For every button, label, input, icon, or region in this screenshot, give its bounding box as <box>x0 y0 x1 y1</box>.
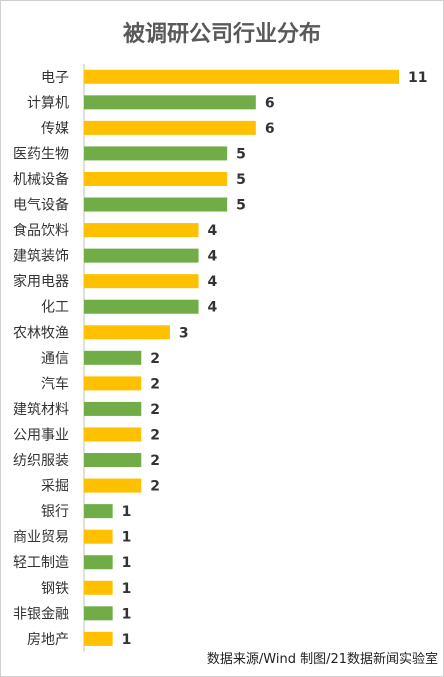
bar <box>84 223 199 238</box>
category-label: 医药生物 <box>13 146 69 162</box>
bar <box>84 580 113 595</box>
bar <box>84 606 113 621</box>
value-label: 2 <box>150 453 160 469</box>
value-label: 4 <box>208 300 218 316</box>
bar <box>84 376 142 391</box>
category-label: 非银金融 <box>13 606 69 622</box>
bar <box>84 631 113 646</box>
value-label: 4 <box>208 223 218 239</box>
value-label: 1 <box>122 555 132 571</box>
category-label: 计算机 <box>27 95 69 111</box>
category-label: 食品饮料 <box>13 222 69 239</box>
category-label: 电气设备 <box>13 197 69 214</box>
bar <box>84 299 199 314</box>
value-label: 3 <box>179 325 189 341</box>
bar <box>84 325 170 340</box>
bar <box>84 453 142 468</box>
bar <box>84 197 228 212</box>
bar <box>84 350 142 365</box>
value-label: 4 <box>208 274 218 290</box>
bar <box>84 69 399 84</box>
category-label: 纺织服装 <box>13 453 69 469</box>
category-label: 传媒 <box>41 121 69 137</box>
value-label: 5 <box>236 146 246 162</box>
category-label: 化工 <box>41 300 69 316</box>
category-label: 建筑装饰 <box>13 249 69 265</box>
bar <box>84 248 199 263</box>
category-label: 家用电器 <box>13 273 69 290</box>
bar <box>84 504 113 519</box>
category-label: 轻工制造 <box>13 555 69 571</box>
value-label: 1 <box>122 530 132 546</box>
category-label: 电子 <box>41 70 69 86</box>
category-label: 采掘 <box>41 479 69 495</box>
category-label: 钢铁 <box>41 581 69 597</box>
category-label: 农林牧渔 <box>13 325 69 341</box>
category-label: 公用事业 <box>13 427 69 443</box>
category-label: 通信 <box>41 351 69 367</box>
value-label: 6 <box>265 121 275 137</box>
bar <box>84 427 142 442</box>
chart-title: 被调研公司行业分布 <box>122 22 321 47</box>
value-label: 1 <box>122 606 132 622</box>
value-label: 4 <box>208 249 218 265</box>
value-label: 5 <box>236 198 246 214</box>
value-label: 6 <box>265 95 275 111</box>
bar <box>84 401 142 416</box>
category-label: 建筑材料 <box>13 402 69 418</box>
category-label: 房地产 <box>27 632 69 648</box>
bar <box>84 555 113 570</box>
value-label: 5 <box>236 172 246 188</box>
value-label: 1 <box>122 504 132 520</box>
value-label: 11 <box>408 70 427 86</box>
category-label: 汽车 <box>41 375 69 392</box>
value-label: 1 <box>122 632 132 648</box>
bar <box>84 95 256 110</box>
value-label: 2 <box>150 376 160 392</box>
category-labels: 电子计算机传媒医药生物机械设备电气设备食品饮料建筑装饰家用电器化工农林牧渔通信汽… <box>13 70 69 648</box>
bar <box>84 120 256 135</box>
value-label: 2 <box>150 427 160 443</box>
category-label: 银行 <box>41 504 69 520</box>
bar <box>84 478 142 493</box>
source-note: 数据来源/Wind 制图/21数据新闻实验室 <box>206 652 438 667</box>
bar <box>84 171 228 186</box>
value-label: 2 <box>150 402 160 418</box>
category-label: 商业贸易 <box>13 530 69 546</box>
value-label: 2 <box>150 351 160 367</box>
bar <box>84 146 228 161</box>
category-label: 机械设备 <box>13 171 69 188</box>
value-label: 1 <box>122 581 132 597</box>
value-label: 2 <box>150 479 160 495</box>
bars <box>84 69 399 646</box>
bar <box>84 274 199 289</box>
bar <box>84 529 113 544</box>
